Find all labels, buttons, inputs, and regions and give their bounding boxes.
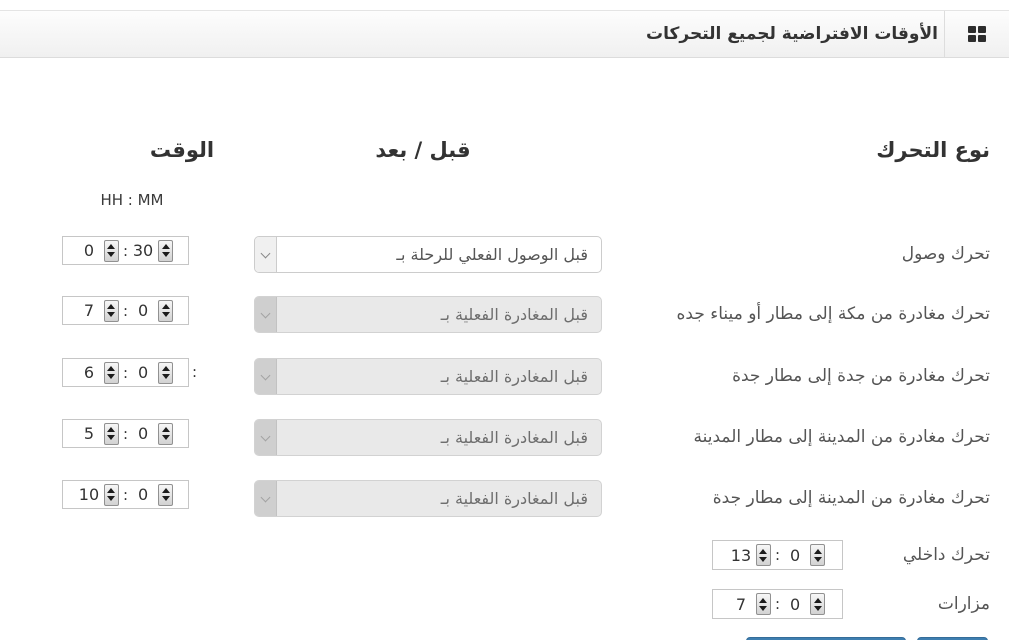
hours-stepper[interactable] — [755, 593, 771, 615]
before-after-select-arrival[interactable]: قبل الوصول الفعلي للرحلة بـ — [254, 236, 602, 273]
hours-stepper[interactable] — [103, 361, 119, 384]
hours-input[interactable]: 0 — [83, 241, 95, 260]
grid-menu-button[interactable] — [945, 11, 1009, 57]
hours-stepper[interactable] — [755, 544, 771, 566]
minutes-stepper[interactable] — [810, 544, 826, 566]
time-spinner-jeddah-airport: 6 : 0 — [62, 358, 189, 387]
header-divider — [944, 11, 945, 57]
row-label-departure-madinah-airport: تحرك مغادرة من المدينة إلى مطار المدينة — [693, 427, 990, 447]
row-label-departure-madinah-jeddah: تحرك مغادرة من المدينة إلى مطار جدة — [712, 488, 990, 508]
minutes-stepper[interactable] — [158, 422, 174, 445]
action-buttons: تعديل آخر قيم تم حفظها — [746, 637, 988, 640]
chevron-down-icon — [255, 237, 277, 272]
minutes-stepper[interactable] — [158, 299, 174, 322]
hours-input[interactable]: 13 — [730, 545, 752, 565]
time-format-hint: HH : MM — [100, 191, 164, 209]
row-label-departure-jeddah-airport: تحرك مغادرة من جدة إلى مطار جدة — [732, 366, 990, 386]
column-header-movement-type: نوع التحرك — [876, 138, 990, 162]
minutes-input[interactable]: 0 — [789, 545, 801, 565]
row-label-internal-movement: تحرك داخلي — [902, 545, 990, 565]
minutes-stepper[interactable] — [810, 593, 826, 615]
page-header: الأوقات الافتراضية لجميع التحركات — [0, 10, 1009, 58]
minutes-stepper[interactable] — [158, 361, 174, 384]
time-spinner-madinah-jeddah: 10 : 0 — [62, 480, 189, 509]
time-spinner-mazarat: 7 : 0 — [712, 589, 843, 619]
hours-stepper[interactable] — [103, 239, 119, 262]
minutes-input[interactable]: 0 — [137, 424, 149, 443]
hours-input[interactable]: 7 — [83, 301, 95, 320]
minutes-stepper[interactable] — [158, 483, 174, 506]
row-label-arrival-movement: تحرك وصول — [901, 244, 990, 264]
hours-stepper[interactable] — [103, 483, 119, 506]
page-title: الأوقات الافتراضية لجميع التحركات — [646, 24, 938, 44]
last-saved-values-button[interactable]: آخر قيم تم حفظها — [746, 637, 906, 640]
before-after-select-makkah-jeddah: قبل المغادرة الفعلية بـ — [254, 296, 602, 333]
minutes-input[interactable]: 0 — [137, 363, 149, 382]
time-spinner-internal: 13 : 0 — [712, 540, 843, 570]
chevron-down-icon — [255, 359, 277, 394]
time-spinner-arrival: 0 : 30 — [62, 236, 189, 265]
chevron-down-icon — [255, 420, 277, 455]
column-header-time: الوقت — [149, 138, 215, 162]
before-after-select-madinah-jeddah: قبل المغادرة الفعلية بـ — [254, 480, 602, 517]
hours-stepper[interactable] — [103, 422, 119, 445]
column-header-before-after: قبل / بعد — [375, 138, 471, 162]
grid-icon — [968, 26, 986, 42]
row-label-mazarat: مزارات — [937, 594, 990, 614]
before-after-select-jeddah-airport: قبل المغادرة الفعلية بـ — [254, 358, 602, 395]
stray-colon: : — [192, 363, 198, 381]
panel-body: الوقت قبل / بعد نوع التحرك HH : MM تحرك … — [0, 58, 1009, 640]
hours-input[interactable]: 7 — [735, 594, 747, 614]
minutes-input[interactable]: 0 — [137, 485, 149, 504]
hours-input[interactable]: 5 — [83, 424, 95, 443]
chevron-down-icon — [255, 481, 277, 516]
minutes-input[interactable]: 30 — [132, 241, 154, 260]
minutes-input[interactable]: 0 — [789, 594, 801, 614]
before-after-select-madinah-airport: قبل المغادرة الفعلية بـ — [254, 419, 602, 456]
hours-input[interactable]: 6 — [83, 363, 95, 382]
hours-input[interactable]: 10 — [78, 485, 100, 504]
chevron-down-icon — [255, 297, 277, 332]
hours-stepper[interactable] — [103, 299, 119, 322]
edit-button[interactable]: تعديل — [916, 637, 988, 640]
minutes-input[interactable]: 0 — [137, 301, 149, 320]
minutes-stepper[interactable] — [158, 239, 174, 262]
time-spinner-makkah-jeddah: 7 : 0 — [62, 296, 189, 325]
time-spinner-madinah-airport: 5 : 0 — [62, 419, 189, 448]
row-label-departure-makkah-jeddah: تحرك مغادرة من مكة إلى مطار أو ميناء جده — [676, 304, 990, 324]
